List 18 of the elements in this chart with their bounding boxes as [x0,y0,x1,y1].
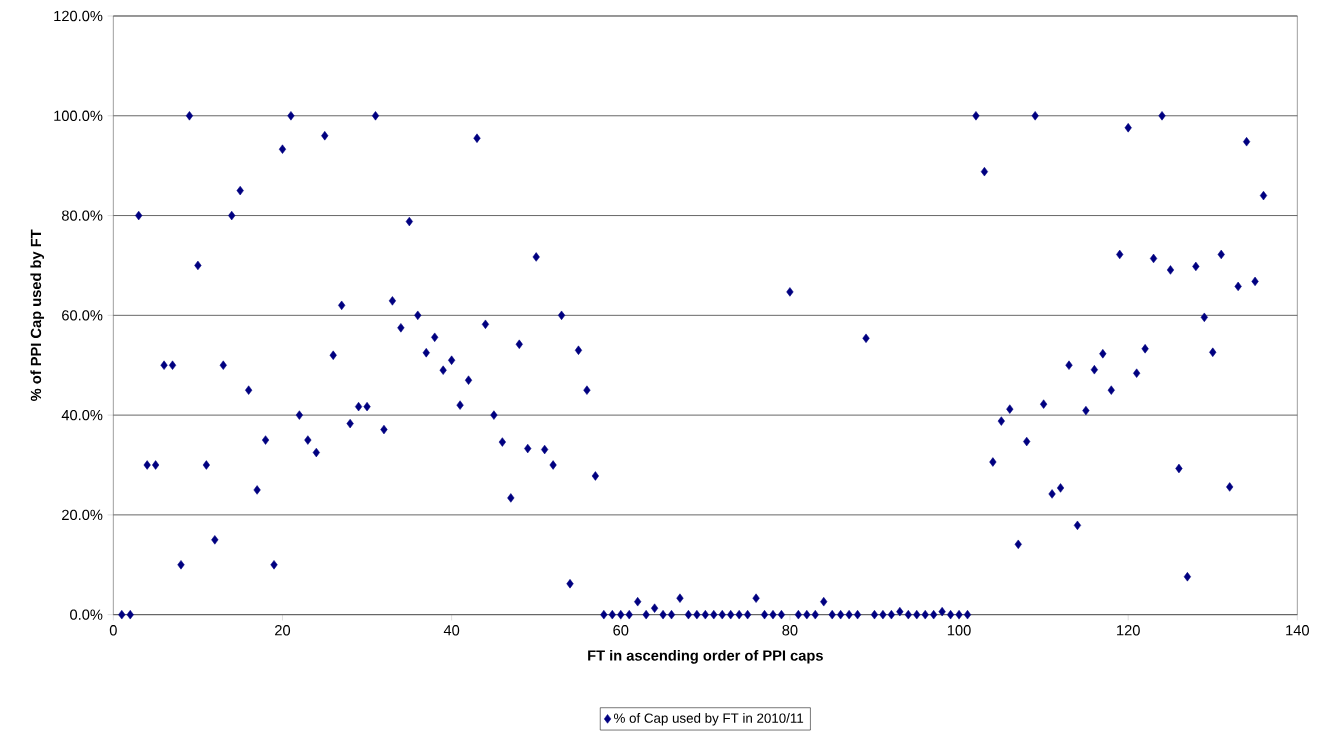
y-tick-label: 60.0% [62,310,103,321]
x-tick-label: 20 [275,625,291,636]
x-axis-title: FT in ascending order of PPI caps [588,649,823,664]
x-tick-label: 60 [613,625,629,636]
y-tick-label: 20.0% [62,509,103,521]
y-axis-title: % of PPI Cap used by FT [30,229,45,401]
x-tick-label: 80 [782,625,798,636]
x-tick-label: 0 [109,625,117,636]
y-tick-label: 80.0% [61,210,103,221]
x-tick-label: 100 [947,625,971,636]
y-tick-label: 120.0% [54,10,103,22]
x-tick-label: 140 [1286,625,1309,636]
x-tick-label: 40 [443,625,460,636]
y-tick-label: 40.0% [61,409,103,421]
y-tick-label: 100.0% [54,110,103,121]
y-tick-label: 0.0% [70,609,103,620]
x-tick-label: 120 [1117,625,1140,636]
legend-label: % of Cap used by FT in 2010/11 [614,713,804,726]
